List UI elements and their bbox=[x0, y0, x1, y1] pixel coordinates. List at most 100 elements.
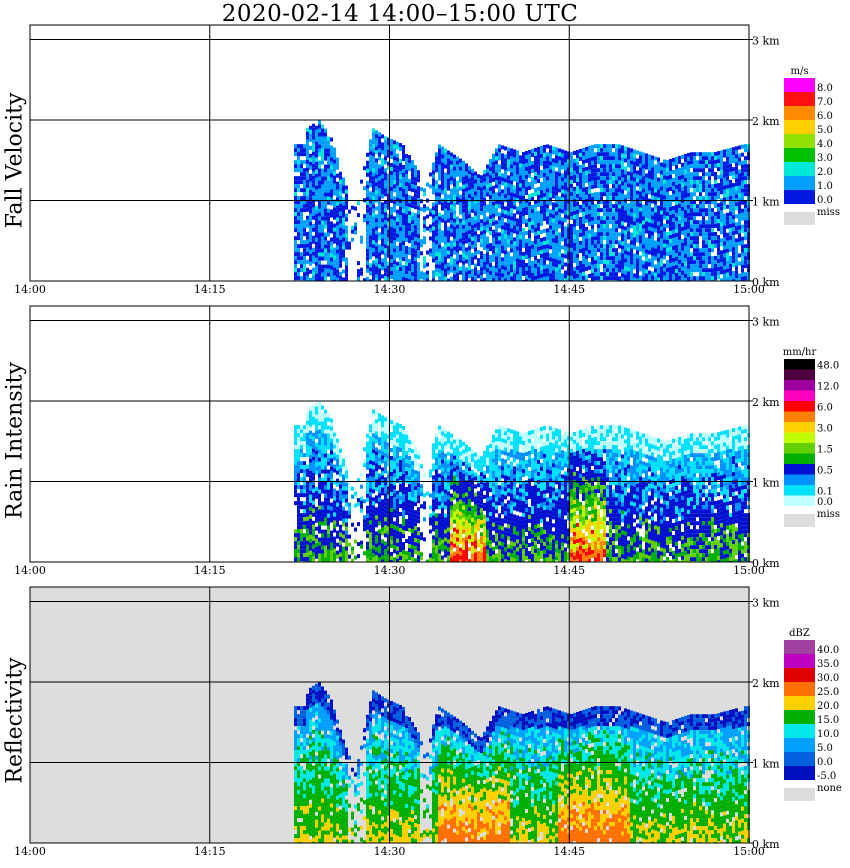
legend-swatch-fall-velocity-4 bbox=[784, 134, 815, 148]
plot-border-reflectivity bbox=[29, 586, 750, 844]
x-tick-label-reflectivity-3: 14:45 bbox=[553, 845, 585, 858]
x-tick-label-reflectivity-0: 14:00 bbox=[14, 845, 46, 858]
legend-swatch-reflectivity-7 bbox=[784, 738, 815, 752]
height-label-fall-velocity-3: 3 km bbox=[752, 35, 780, 48]
legend-swatch-rain-intensity-2 bbox=[784, 380, 815, 391]
legend-label-reflectivity-0: 40.0 bbox=[817, 645, 839, 656]
x-tick-label-fall-velocity-1: 14:15 bbox=[194, 283, 226, 296]
legend-swatch-rain-intensity-8 bbox=[784, 443, 815, 454]
chart-title: 2020-02-14 14:00–15:00 UTC bbox=[221, 1, 579, 27]
height-label-rain-intensity-1: 1 km bbox=[752, 477, 780, 490]
x-tick-label-fall-velocity-2: 14:30 bbox=[374, 283, 406, 296]
legend-label-fall-velocity-7: 1.0 bbox=[817, 181, 833, 192]
x-tick-label-reflectivity-1: 14:15 bbox=[194, 845, 226, 858]
legend-label-fall-velocity-6: 2.0 bbox=[817, 167, 833, 178]
legend-label-rain-intensity-4: 6.0 bbox=[817, 403, 833, 414]
height-label-rain-intensity-2: 2 km bbox=[752, 396, 780, 409]
legend-miss-swatch-fall-velocity bbox=[784, 212, 815, 225]
legend-swatch-rain-intensity-10 bbox=[784, 464, 815, 475]
legend-swatch-rain-intensity-3 bbox=[784, 390, 815, 401]
legend-swatch-reflectivity-1 bbox=[784, 654, 815, 668]
height-label-fall-velocity-0: 0 km bbox=[752, 276, 780, 289]
legend-label-reflectivity-9: -5.0 bbox=[817, 771, 836, 782]
x-tick-label-reflectivity-4: 15:00 bbox=[733, 845, 765, 858]
legend-swatch-fall-velocity-7 bbox=[784, 176, 815, 190]
x-tick-label-fall-velocity-4: 15:00 bbox=[733, 283, 765, 296]
height-label-reflectivity-2: 2 km bbox=[752, 677, 780, 690]
legend-label-fall-velocity-1: 7.0 bbox=[817, 97, 833, 108]
plot-border-fall-velocity bbox=[29, 24, 750, 282]
legend-swatch-rain-intensity-12 bbox=[784, 485, 815, 496]
legend-label-rain-intensity-13: 0.0 bbox=[817, 497, 833, 508]
legend-label-rain-intensity-0: 48.0 bbox=[817, 361, 839, 372]
legend-swatch-reflectivity-2 bbox=[784, 668, 815, 682]
legend-swatch-rain-intensity-11 bbox=[784, 474, 815, 485]
legend-swatch-fall-velocity-1 bbox=[784, 92, 815, 106]
legend-swatch-fall-velocity-0 bbox=[784, 78, 815, 92]
x-tick-label-rain-intensity-2: 14:30 bbox=[374, 564, 406, 577]
legend-miss-label-reflectivity: none bbox=[817, 783, 842, 794]
legend-swatch-rain-intensity-6 bbox=[784, 422, 815, 433]
legend-unit-rain-intensity: mm/hr bbox=[783, 347, 817, 358]
legend-label-reflectivity-3: 25.0 bbox=[817, 687, 839, 698]
legend-label-rain-intensity-6: 3.0 bbox=[817, 424, 833, 435]
legend-swatch-rain-intensity-5 bbox=[784, 411, 815, 422]
legend-label-fall-velocity-3: 5.0 bbox=[817, 125, 833, 136]
legend-swatch-reflectivity-4 bbox=[784, 696, 815, 710]
x-tick-label-fall-velocity-3: 14:45 bbox=[553, 283, 585, 296]
legend-label-reflectivity-8: 0.0 bbox=[817, 757, 833, 768]
legend-label-fall-velocity-5: 3.0 bbox=[817, 153, 833, 164]
legend-miss-label-fall-velocity: miss bbox=[817, 207, 840, 218]
legend-swatch-rain-intensity-1 bbox=[784, 369, 815, 380]
height-label-rain-intensity-0: 0 km bbox=[752, 557, 780, 570]
plot-border-rain-intensity bbox=[29, 305, 750, 563]
height-label-reflectivity-3: 3 km bbox=[752, 597, 780, 610]
x-tick-label-reflectivity-2: 14:30 bbox=[374, 845, 406, 858]
x-tick-label-rain-intensity-3: 14:45 bbox=[553, 564, 585, 577]
legend-swatch-fall-velocity-6 bbox=[784, 162, 815, 176]
height-label-rain-intensity-3: 3 km bbox=[752, 316, 780, 329]
legend-label-fall-velocity-4: 4.0 bbox=[817, 139, 833, 150]
legend-swatch-reflectivity-9 bbox=[784, 766, 815, 780]
legend-swatch-rain-intensity-9 bbox=[784, 453, 815, 464]
legend-unit-reflectivity: dBZ bbox=[789, 628, 810, 639]
legend-label-rain-intensity-2: 12.0 bbox=[817, 382, 839, 393]
legend-label-reflectivity-6: 10.0 bbox=[817, 729, 839, 740]
legend-swatch-reflectivity-3 bbox=[784, 682, 815, 696]
height-label-fall-velocity-2: 2 km bbox=[752, 115, 780, 128]
legend-label-reflectivity-4: 20.0 bbox=[817, 701, 839, 712]
legend-swatch-rain-intensity-0 bbox=[784, 359, 815, 370]
legend-label-fall-velocity-2: 6.0 bbox=[817, 111, 833, 122]
x-tick-label-fall-velocity-0: 14:00 bbox=[14, 283, 46, 296]
legend-swatch-rain-intensity-13 bbox=[784, 495, 815, 506]
legend-swatch-reflectivity-0 bbox=[784, 640, 815, 654]
height-label-reflectivity-1: 1 km bbox=[752, 758, 780, 771]
legend-swatch-fall-velocity-2 bbox=[784, 106, 815, 120]
legend-swatch-reflectivity-6 bbox=[784, 724, 815, 738]
legend-label-rain-intensity-12: 0.1 bbox=[817, 487, 833, 498]
legend-unit-fall-velocity: m/s bbox=[791, 66, 809, 77]
legend-swatch-fall-velocity-8 bbox=[784, 190, 815, 204]
legend-label-rain-intensity-8: 1.5 bbox=[817, 445, 833, 456]
legend-swatch-rain-intensity-7 bbox=[784, 432, 815, 443]
legend-swatch-fall-velocity-5 bbox=[784, 148, 815, 162]
legend-label-reflectivity-5: 15.0 bbox=[817, 715, 839, 726]
legend-swatch-rain-intensity-4 bbox=[784, 401, 815, 412]
height-label-reflectivity-0: 0 km bbox=[752, 838, 780, 851]
legend-label-reflectivity-7: 5.0 bbox=[817, 743, 833, 754]
height-label-fall-velocity-1: 1 km bbox=[752, 196, 780, 209]
legend-miss-swatch-reflectivity bbox=[784, 788, 815, 801]
legend-label-reflectivity-2: 30.0 bbox=[817, 673, 839, 684]
legend-miss-label-rain-intensity: miss bbox=[817, 509, 840, 520]
legend-miss-swatch-rain-intensity bbox=[784, 514, 815, 527]
x-tick-label-rain-intensity-1: 14:15 bbox=[194, 564, 226, 577]
legend-swatch-reflectivity-5 bbox=[784, 710, 815, 724]
legend-swatch-fall-velocity-3 bbox=[784, 120, 815, 134]
x-tick-label-rain-intensity-0: 14:00 bbox=[14, 564, 46, 577]
legend-swatch-reflectivity-8 bbox=[784, 752, 815, 766]
legend-label-fall-velocity-0: 8.0 bbox=[817, 83, 833, 94]
legend-label-fall-velocity-8: 0.0 bbox=[817, 195, 833, 206]
legend-label-rain-intensity-10: 0.5 bbox=[817, 466, 833, 477]
x-tick-label-rain-intensity-4: 15:00 bbox=[733, 564, 765, 577]
